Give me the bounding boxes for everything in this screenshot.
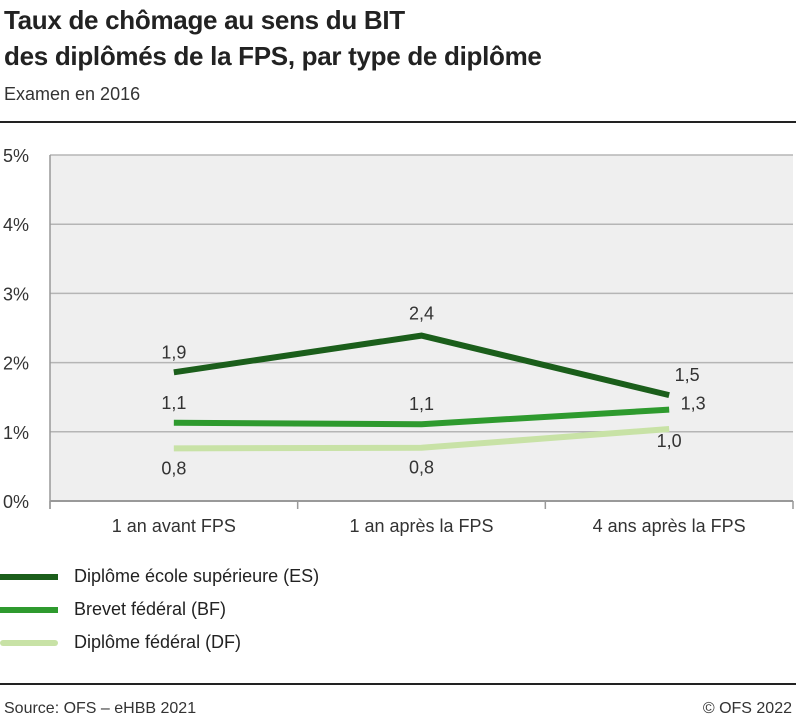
data-label: 2,4 xyxy=(409,304,434,324)
legend-swatch xyxy=(0,639,58,646)
copyright-note: © OFS 2022 xyxy=(702,700,792,717)
line-chart: 0% 1% 2% 3% 4% 5% 1 an avant FPS 1 an après la … xyxy=(3,146,794,536)
legend-item: Diplôme fédéral (DF) xyxy=(0,626,319,659)
data-label: 1,9 xyxy=(161,342,186,362)
data-label: 1,3 xyxy=(681,394,706,414)
chart-title: Taux de chômage au sens du BIT des diplô… xyxy=(4,2,542,74)
legend-label: Diplôme fédéral (DF) xyxy=(74,632,242,652)
top-divider xyxy=(0,121,796,123)
legend-label: Diplôme école supérieure (ES) xyxy=(74,566,320,586)
data-label: 0,8 xyxy=(409,458,434,478)
legend: Diplôme école supérieure (ES) Brevet fédé… xyxy=(0,560,319,659)
y-tick-label: 4% xyxy=(3,215,29,235)
y-tick-label: 1% xyxy=(3,423,29,443)
data-label: 0,8 xyxy=(161,458,186,478)
y-tick-label: 2% xyxy=(3,354,29,374)
legend-label: Brevet fédéral (BF) xyxy=(74,599,227,619)
data-label: 1,0 xyxy=(657,431,682,451)
legend-item: Brevet fédéral (BF) xyxy=(0,593,319,626)
data-label: 1,1 xyxy=(409,394,434,414)
plot-area xyxy=(50,155,793,501)
data-label: 1,1 xyxy=(161,393,186,413)
bottom-divider xyxy=(0,683,796,685)
y-tick-label: 5% xyxy=(3,146,29,166)
x-tick-label: 4 ans après la FPS xyxy=(593,516,746,536)
x-tick-label: 1 an après la FPS xyxy=(349,516,493,536)
source-note: Source: OFS – eHBB 2021 xyxy=(4,700,197,717)
y-tick-label: 3% xyxy=(3,284,29,304)
title-line-1: Taux de chômage au sens du BIT xyxy=(4,5,405,35)
data-label: 1,5 xyxy=(675,365,700,385)
chart-subtitle: Examen en 2016 xyxy=(4,84,141,104)
legend-swatch xyxy=(0,606,58,613)
x-tick-label: 1 an avant FPS xyxy=(112,516,236,536)
legend-item: Diplôme école supérieure (ES) xyxy=(0,560,319,593)
title-line-2: des diplômés de la FPS, par type de dipl… xyxy=(4,41,542,71)
y-tick-label: 0% xyxy=(3,492,29,512)
legend-swatch xyxy=(0,573,58,580)
